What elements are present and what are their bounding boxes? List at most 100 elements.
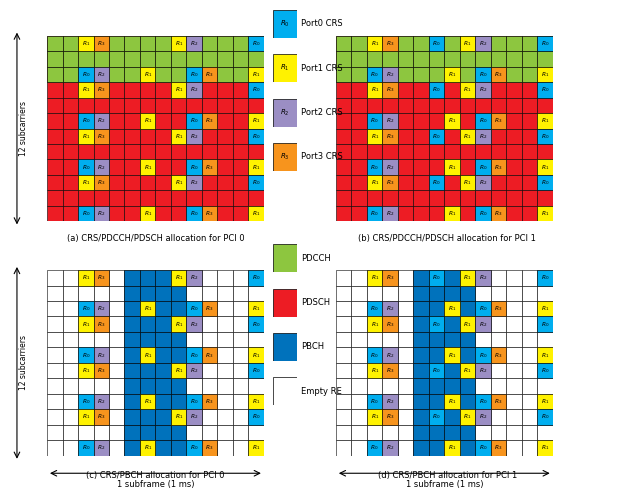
Bar: [522, 67, 537, 82]
Bar: [217, 425, 233, 440]
Bar: [171, 332, 187, 347]
Bar: [155, 394, 171, 409]
Bar: [124, 440, 140, 456]
Bar: [171, 51, 187, 67]
Bar: [124, 285, 140, 301]
Bar: [429, 332, 445, 347]
Bar: [537, 409, 553, 425]
Bar: [63, 51, 78, 67]
Bar: [217, 206, 233, 221]
Bar: [248, 363, 264, 379]
Bar: [522, 425, 537, 440]
Text: $R_1$: $R_1$: [463, 320, 472, 329]
Bar: [202, 113, 217, 129]
Bar: [413, 144, 429, 159]
Text: $R_0$: $R_0$: [432, 85, 441, 94]
Bar: [429, 394, 445, 409]
Bar: [248, 394, 264, 409]
Bar: [522, 191, 537, 206]
Text: $R_3$: $R_3$: [97, 273, 106, 282]
Bar: [490, 36, 506, 51]
Bar: [475, 191, 490, 206]
Bar: [522, 98, 537, 113]
Bar: [429, 270, 445, 285]
Bar: [336, 36, 352, 51]
Bar: [109, 98, 124, 113]
Bar: [78, 379, 94, 394]
Bar: [155, 191, 171, 206]
Bar: [233, 270, 248, 285]
Bar: [202, 51, 217, 67]
Bar: [367, 317, 382, 332]
Bar: [187, 113, 202, 129]
Bar: [47, 159, 63, 175]
Bar: [171, 82, 187, 98]
Bar: [475, 425, 490, 440]
Bar: [202, 379, 217, 394]
Bar: [202, 113, 217, 129]
Bar: [171, 347, 187, 363]
Bar: [490, 440, 506, 456]
Text: $R_3$: $R_3$: [205, 163, 214, 172]
Text: $R_1$: $R_1$: [541, 444, 549, 453]
Bar: [460, 363, 475, 379]
Bar: [382, 36, 398, 51]
Bar: [475, 347, 490, 363]
Bar: [429, 82, 445, 98]
Bar: [382, 347, 398, 363]
Text: $R_1$: $R_1$: [541, 163, 549, 172]
Bar: [155, 36, 171, 51]
Bar: [202, 159, 217, 175]
Bar: [171, 144, 187, 159]
Bar: [490, 317, 506, 332]
Bar: [445, 347, 460, 363]
Bar: [490, 129, 506, 144]
Bar: [429, 285, 445, 301]
Bar: [94, 67, 109, 82]
Bar: [429, 36, 445, 51]
Bar: [475, 159, 490, 175]
Bar: [398, 67, 413, 82]
Bar: [233, 317, 248, 332]
Bar: [382, 159, 398, 175]
Bar: [140, 36, 155, 51]
Bar: [187, 317, 202, 332]
Bar: [429, 67, 445, 82]
Bar: [352, 440, 367, 456]
Bar: [445, 285, 460, 301]
Text: $R_1$: $R_1$: [448, 351, 456, 359]
Bar: [109, 425, 124, 440]
Text: $R_1$: $R_1$: [144, 397, 152, 406]
Bar: [367, 301, 382, 317]
Bar: [537, 36, 553, 51]
Bar: [398, 394, 413, 409]
Bar: [475, 159, 490, 175]
Bar: [352, 36, 367, 51]
Bar: [78, 270, 94, 285]
Bar: [475, 394, 490, 409]
Bar: [155, 363, 171, 379]
Bar: [155, 332, 171, 347]
Bar: [475, 394, 490, 409]
Bar: [47, 51, 63, 67]
Bar: [352, 175, 367, 191]
Bar: [460, 317, 475, 332]
Bar: [429, 98, 445, 113]
Bar: [352, 129, 367, 144]
Bar: [537, 347, 553, 363]
Text: $R_1$: $R_1$: [252, 70, 260, 79]
Text: $R_1$: $R_1$: [252, 304, 260, 313]
Bar: [537, 440, 553, 456]
Text: $R_0$: $R_0$: [190, 444, 198, 453]
Bar: [78, 175, 94, 191]
Bar: [248, 129, 264, 144]
Text: $R_3$: $R_3$: [494, 444, 502, 453]
Bar: [537, 394, 553, 409]
Bar: [233, 144, 248, 159]
Bar: [202, 347, 217, 363]
Bar: [202, 206, 217, 221]
Text: $R_1$: $R_1$: [175, 413, 183, 421]
Bar: [187, 301, 202, 317]
Bar: [47, 51, 63, 67]
Bar: [398, 425, 413, 440]
